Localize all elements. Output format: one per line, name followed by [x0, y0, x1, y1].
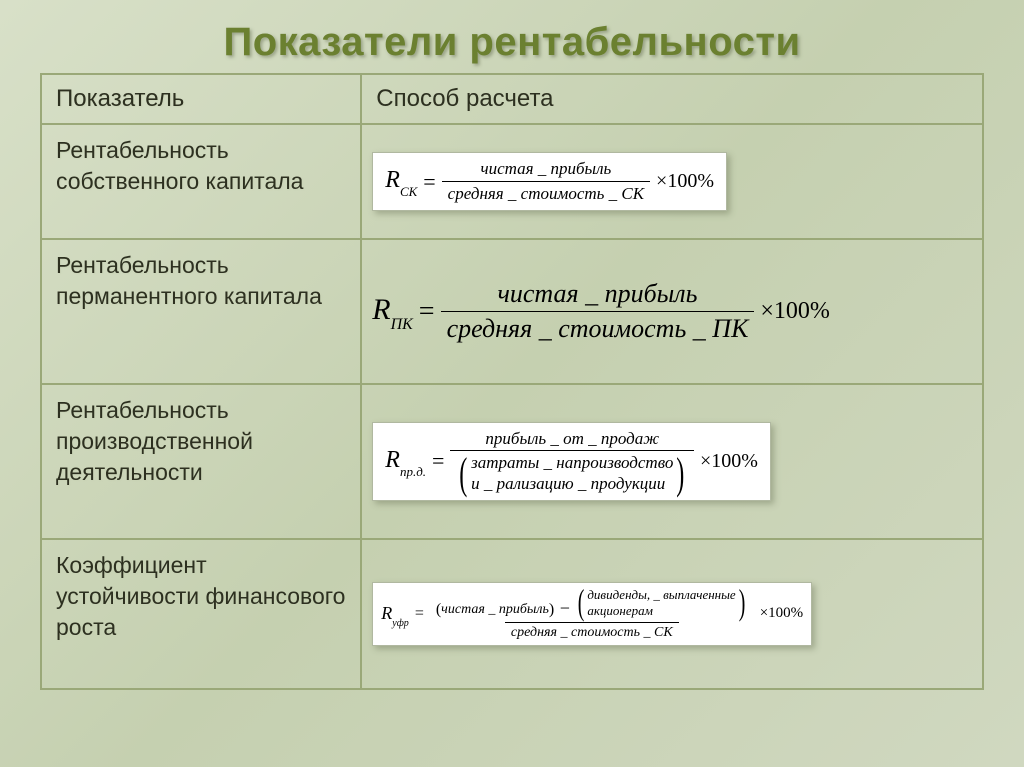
- header-row: Показатель Способ расчета: [41, 74, 983, 124]
- indicator-cell: Коэффициент устойчивости финансового рос…: [41, 539, 361, 689]
- fraction: прибыль _ от _ продаж ( затраты _ напрои…: [450, 429, 694, 494]
- slide-container: Показатели рентабельности Показатель Спо…: [0, 0, 1024, 767]
- slide-title: Показатели рентабельности: [40, 20, 984, 65]
- indicator-label: Рентабельность собственного капитала: [56, 135, 346, 197]
- formula-cell: RПК = чистая _ прибыль средняя _ стоимос…: [361, 239, 983, 384]
- formula-cell: RСК = чистая _ прибыль средняя _ стоимос…: [361, 124, 983, 239]
- indicator-cell: Рентабельность производственной деятельн…: [41, 384, 361, 539]
- denominator: средняя _ стоимость _ СК: [442, 181, 650, 204]
- denominator: ( затраты _ напроизводство и _ рализацию…: [450, 450, 694, 494]
- indicator-label: Коэффициент устойчивости финансового рос…: [56, 550, 346, 643]
- close-paren-icon: ): [677, 456, 685, 491]
- suffix: ×100%: [700, 450, 758, 473]
- numerator: прибыль _ от _ продаж: [479, 429, 665, 451]
- num-right-stack: дивиденды, _ выплаченные акционерам: [587, 587, 735, 618]
- num-left-group: ( чистая _ прибыль ): [436, 601, 554, 619]
- suffix: ×100%: [656, 170, 714, 193]
- numerator: чистая _ прибыль: [491, 279, 703, 311]
- equals-sign: =: [432, 448, 444, 474]
- header-indicator: Показатель: [41, 74, 361, 124]
- symbol: RПК: [372, 293, 413, 330]
- denominator: средняя _ стоимость _ ПК: [441, 311, 755, 344]
- formula-box: RСК = чистая _ прибыль средняя _ стоимос…: [372, 152, 727, 210]
- denominator: средняя _ стоимость _ СК: [505, 622, 679, 641]
- close-paren-icon: ): [738, 588, 745, 617]
- profitability-table: Показатель Способ расчета Рентабельность…: [40, 73, 984, 690]
- minus-sign: −: [558, 598, 572, 618]
- fraction: ( чистая _ прибыль ) − ( дивиденды, _ вы…: [430, 587, 754, 641]
- formula: Rпр.д. = прибыль _ от _ продаж ( затраты…: [385, 429, 758, 494]
- formula-box: Rуфр = ( чистая _ прибыль ) −: [372, 582, 812, 646]
- table-row: Рентабельность собственного капитала RСК…: [41, 124, 983, 239]
- close-paren-icon: ): [549, 601, 554, 619]
- suffix: ×100%: [760, 298, 830, 325]
- open-paren-icon: (: [460, 456, 468, 491]
- formula-cell: Rпр.д. = прибыль _ от _ продаж ( затраты…: [361, 384, 983, 539]
- symbol: RСК: [385, 167, 417, 195]
- formula: Rуфр = ( чистая _ прибыль ) −: [381, 587, 803, 641]
- formula-cell: Rуфр = ( чистая _ прибыль ) −: [361, 539, 983, 689]
- numerator: чистая _ прибыль: [474, 159, 617, 181]
- denom-stack: затраты _ напроизводство и _ рализацию _…: [471, 453, 673, 494]
- equals-sign: =: [419, 296, 435, 328]
- paren-group: ( затраты _ напроизводство и _ рализацию…: [456, 453, 688, 494]
- header-method: Способ расчета: [361, 74, 983, 124]
- fraction: чистая _ прибыль средняя _ стоимость _ С…: [442, 159, 650, 203]
- table-row: Коэффициент устойчивости финансового рос…: [41, 539, 983, 689]
- table-row: Рентабельность производственной деятельн…: [41, 384, 983, 539]
- open-paren-icon: (: [578, 588, 585, 617]
- indicator-cell: Рентабельность собственного капитала: [41, 124, 361, 239]
- fraction: чистая _ прибыль средняя _ стоимость _ П…: [441, 279, 755, 344]
- indicator-label: Рентабельность производственной деятельн…: [56, 395, 346, 488]
- symbol: Rуфр: [381, 603, 409, 626]
- table-row: Рентабельность перманентного капитала RП…: [41, 239, 983, 384]
- formula: RСК = чистая _ прибыль средняя _ стоимос…: [385, 159, 714, 203]
- formula-plain: RПК = чистая _ прибыль средняя _ стоимос…: [372, 279, 830, 344]
- suffix: ×100%: [760, 605, 803, 622]
- equals-sign: =: [423, 169, 435, 195]
- numerator: ( чистая _ прибыль ) − ( дивиденды, _ вы…: [430, 587, 754, 622]
- indicator-cell: Рентабельность перманентного капитала: [41, 239, 361, 384]
- equals-sign: =: [415, 605, 424, 623]
- formula-box: Rпр.д. = прибыль _ от _ продаж ( затраты…: [372, 422, 771, 501]
- num-right-group: ( дивиденды, _ выплаченные акционерам ): [575, 587, 747, 618]
- formula: RПК = чистая _ прибыль средняя _ стоимос…: [372, 279, 830, 344]
- indicator-label: Рентабельность перманентного капитала: [56, 250, 346, 312]
- symbol: Rпр.д.: [385, 447, 426, 475]
